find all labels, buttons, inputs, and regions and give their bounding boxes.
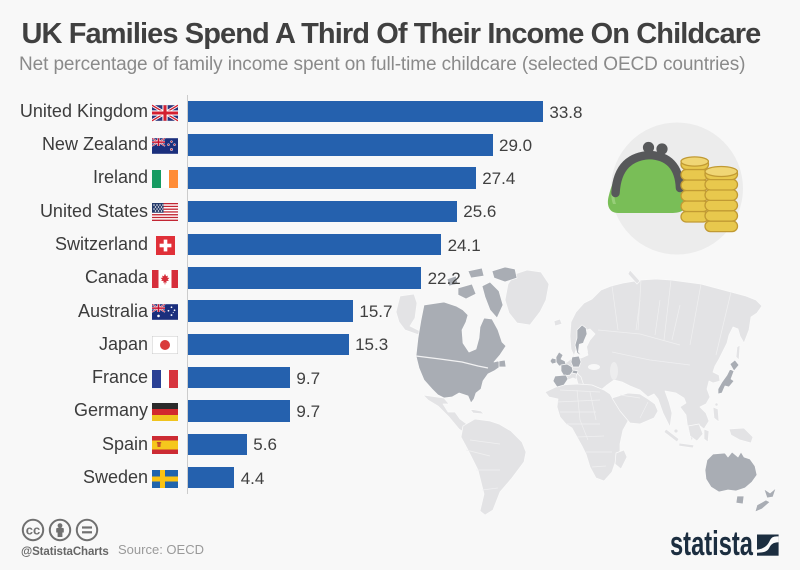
svg-text:cc: cc (26, 523, 40, 538)
svg-text:statista: statista (670, 525, 754, 563)
